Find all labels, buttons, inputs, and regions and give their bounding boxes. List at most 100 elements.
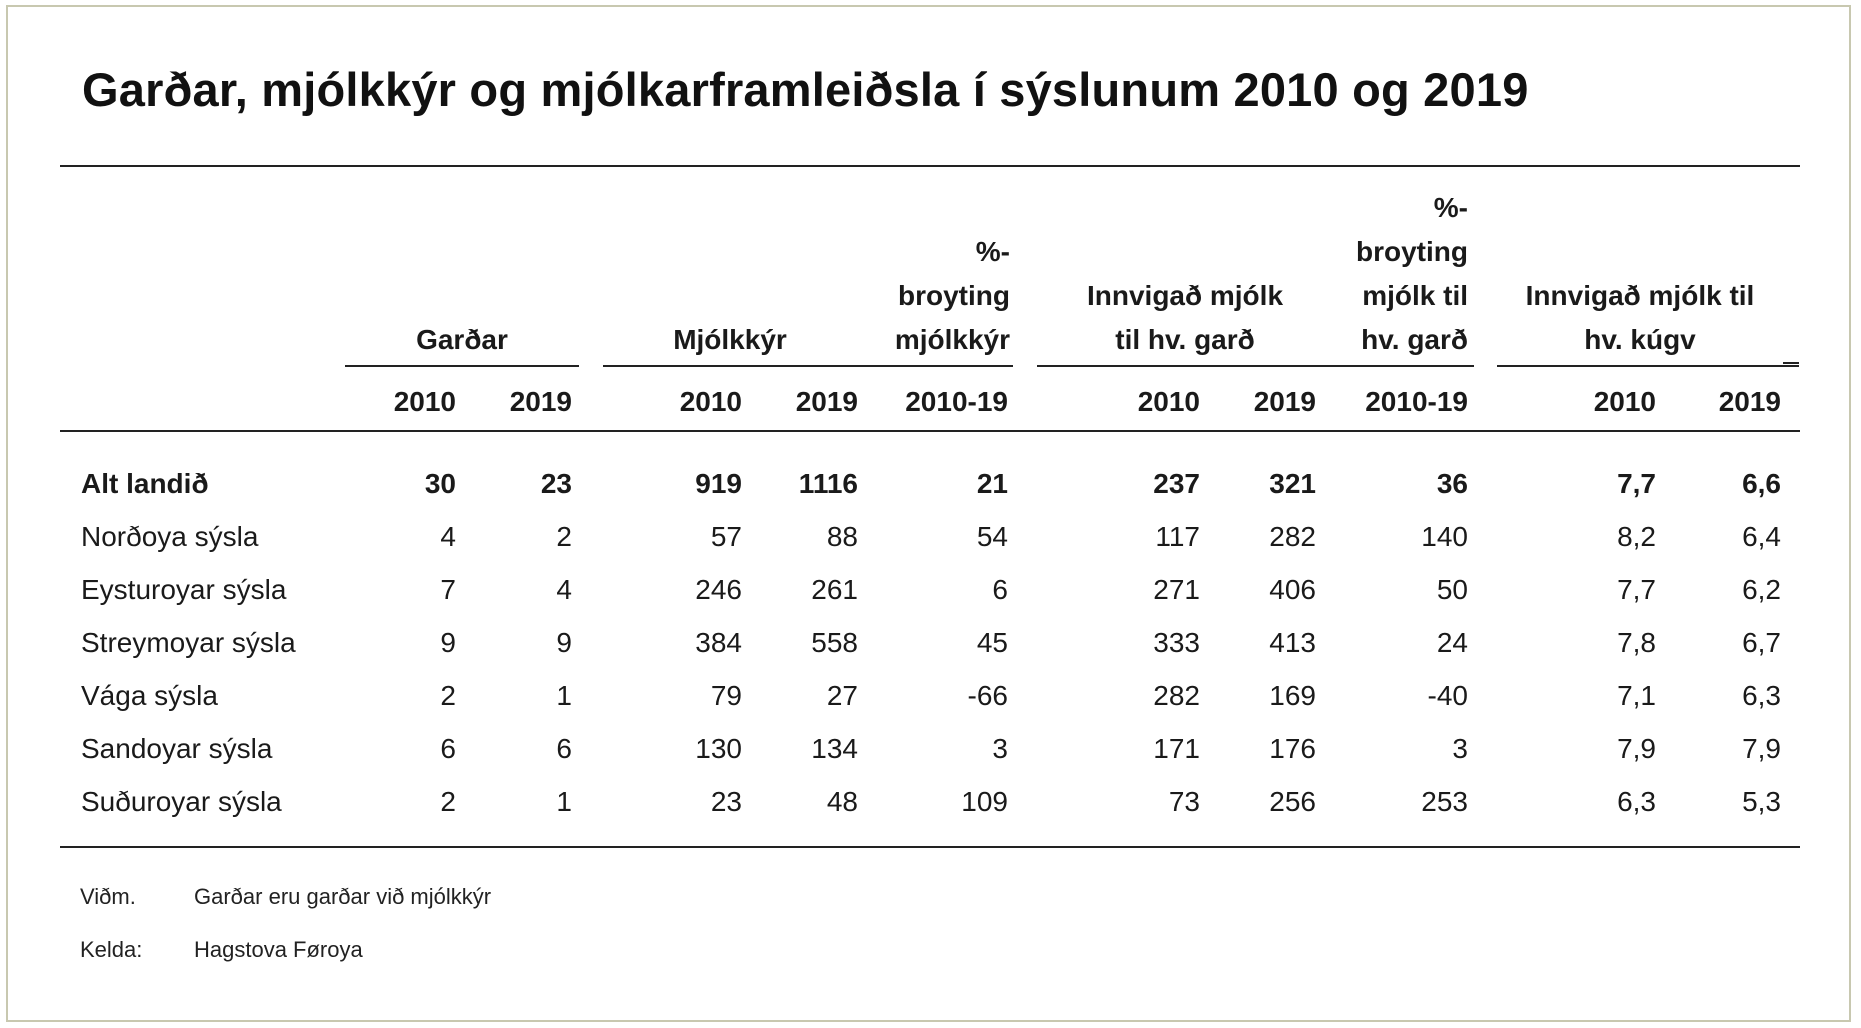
table-row: Eysturoyar sýsla 7 4 246 261 6 271 406 50 7,7 6,2 (0, 574, 1861, 627)
group-rule (345, 365, 579, 367)
row-label: Eysturoyar sýsla (81, 574, 287, 605)
table-cell: 6,3 (1617, 786, 1656, 817)
row-label: Vága sýsla (81, 680, 218, 711)
table-cell: 919 (695, 468, 742, 499)
table-cell: 6 (440, 733, 456, 764)
header-gardar: Garðar (416, 324, 508, 355)
header-line: hv. garð (1361, 324, 1468, 355)
table-row: Suðuroyar sýsla 2 1 23 48 109 73 256 253 6,3 5,3 (0, 786, 1861, 839)
header-line: hv. kúgv (1584, 324, 1696, 355)
row-label: Norðoya sýsla (81, 521, 259, 552)
table-cell: 109 (961, 786, 1008, 817)
group-rule (603, 365, 1013, 367)
table-cell: 7,1 (1617, 680, 1656, 711)
year-header: 2010-19 (1365, 386, 1468, 417)
table-cell: 9 (440, 627, 456, 658)
table-cell: 7,7 (1617, 574, 1656, 605)
table-cell: 36 (1436, 468, 1468, 499)
header-tick (1783, 362, 1799, 364)
table-cell: 246 (695, 574, 742, 605)
table-row: Streymoyar sýsla 9 9 384 558 45 333 413 24 7,8 6,7 (0, 627, 1861, 680)
row-label: Streymoyar sýsla (81, 627, 296, 658)
year-header: 2010 (679, 386, 742, 417)
header-line: broyting (1356, 236, 1468, 267)
year-header: 2019 (1718, 386, 1781, 417)
table-cell: 9 (556, 627, 572, 658)
header-line: %- (1433, 192, 1468, 223)
table-cell: 57 (710, 521, 742, 552)
year-header: 2010-19 (905, 386, 1008, 417)
table-cell: 2 (440, 786, 456, 817)
table-cell: 45 (976, 627, 1008, 658)
table-cell: 253 (1421, 786, 1468, 817)
year-header: 2019 (509, 386, 572, 417)
table-cell: 1116 (798, 468, 858, 499)
table-cell: 406 (1269, 574, 1316, 605)
table-row: Vága sýsla 2 1 79 27 -66 282 169 -40 7,1 6,3 (0, 680, 1861, 733)
table-cell: 169 (1269, 680, 1316, 711)
group-rule (1037, 365, 1474, 367)
table-cell: 79 (710, 680, 742, 711)
table-cell: 88 (826, 521, 858, 552)
header-line: %- (975, 236, 1010, 267)
table-cell: 24 (1436, 627, 1468, 658)
table-row: Sandoyar sýsla 6 6 130 134 3 171 176 3 7,9 7,9 (0, 733, 1861, 786)
note-text: Garðar eru garðar við mjólkkýr (194, 884, 492, 909)
table-cell: 3 (1452, 733, 1468, 764)
table-cell: 134 (811, 733, 858, 764)
header-line: mjólk til (1362, 280, 1468, 311)
table-cell: 7,8 (1617, 627, 1656, 658)
table-cell: 6,4 (1742, 521, 1781, 552)
header-line: Innvigað mjólk (1086, 280, 1284, 311)
header-innvigad-kugv: Innvigað mjólk til hv. kúgv (1495, 274, 1785, 362)
group-rule (1497, 365, 1799, 367)
header-rule (60, 430, 1800, 432)
year-header: 2010 (1137, 386, 1200, 417)
table-cell: 4 (440, 521, 456, 552)
table-cell: 282 (1153, 680, 1200, 711)
table-cell: 48 (826, 786, 858, 817)
table-cell: 23 (710, 786, 742, 817)
table-cell: 6,2 (1742, 574, 1781, 605)
table-cell: 6,7 (1742, 627, 1781, 658)
table-cell: 140 (1421, 521, 1468, 552)
table-cell: 333 (1153, 627, 1200, 658)
table-cell: 21 (976, 468, 1008, 499)
table-cell: 2 (440, 680, 456, 711)
table-cell: 256 (1269, 786, 1316, 817)
header-innvigad-gard: Innvigað mjólk til hv. garð (1045, 274, 1325, 362)
table-cell: 176 (1269, 733, 1316, 764)
year-header: 2010 (393, 386, 456, 417)
table-cell: 7,7 (1617, 468, 1656, 499)
table-cell: 6,3 (1742, 680, 1781, 711)
table-row: Alt landið 30 23 919 1116 21 237 321 36 7,7 6,6 (0, 468, 1861, 521)
table-cell: 8,2 (1617, 521, 1656, 552)
source-text: Hagstova Føroya (194, 937, 363, 962)
table-cell: 6 (556, 733, 572, 764)
table-cell: -40 (1427, 680, 1468, 711)
row-label: Suðuroyar sýsla (81, 786, 282, 817)
header-broyting-gard: %- broyting mjólk til hv. garð (1300, 186, 1468, 362)
table-cell: 261 (811, 574, 858, 605)
header-line: broyting (898, 280, 1010, 311)
table-cell: 7,9 (1742, 733, 1781, 764)
header-line: til hv. garð (1115, 324, 1255, 355)
table-cell: 321 (1269, 468, 1316, 499)
header-line: Innvigað mjólk til (1525, 280, 1755, 311)
row-label: Alt landið (81, 468, 209, 499)
table-cell: 2 (556, 521, 572, 552)
source-label: Kelda: (80, 937, 143, 962)
table-cell: 4 (556, 574, 572, 605)
header-line: mjólkkýr (894, 324, 1010, 355)
table-cell: -66 (967, 680, 1008, 711)
table-cell: 3 (992, 733, 1008, 764)
table-cell: 7 (440, 574, 456, 605)
year-header: 2019 (795, 386, 858, 417)
table-cell: 384 (695, 627, 742, 658)
table-cell: 54 (976, 521, 1008, 552)
table-cell: 558 (811, 627, 858, 658)
row-label: Sandoyar sýsla (81, 733, 273, 764)
table-cell: 130 (695, 733, 742, 764)
table-cell: 1 (556, 786, 572, 817)
table-cell: 282 (1269, 521, 1316, 552)
